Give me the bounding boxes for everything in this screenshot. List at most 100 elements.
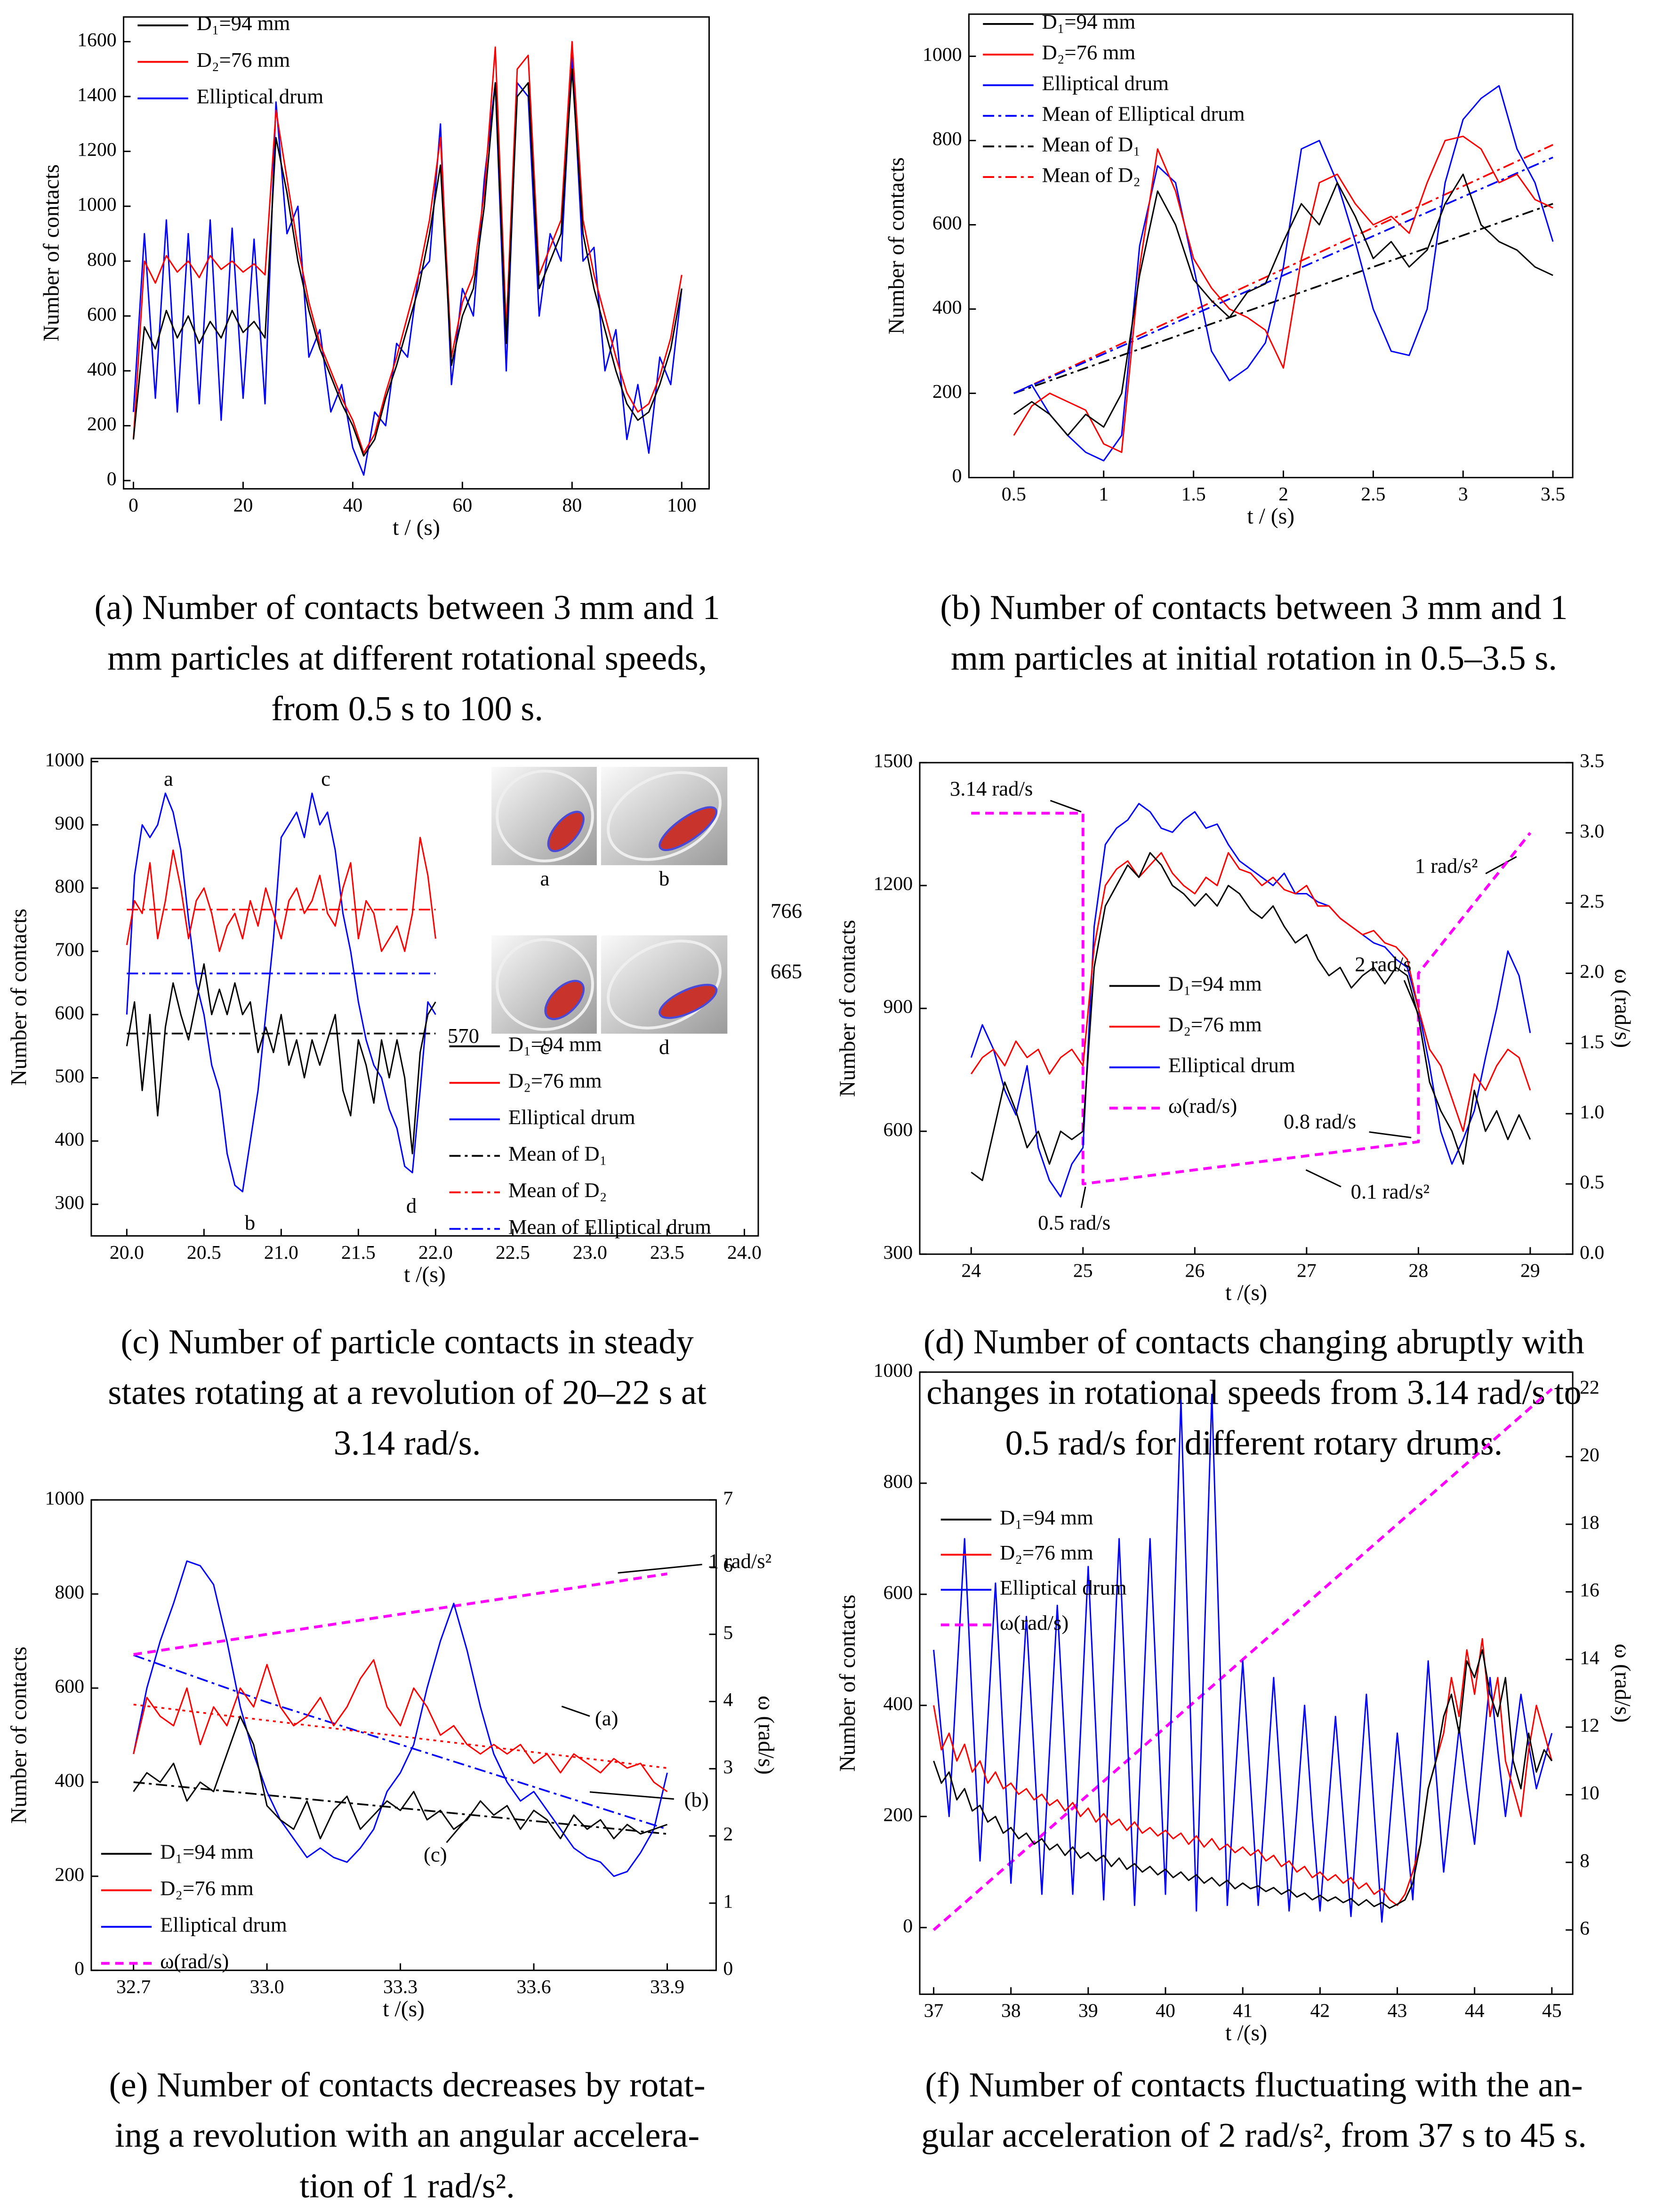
x-tick-label: 43: [1388, 2000, 1407, 2022]
legend-label: Elliptical drum: [1168, 1054, 1295, 1077]
y-tick-label: 1400: [77, 84, 117, 106]
y2-tick-label: 3.0: [1580, 820, 1604, 842]
plot-lines: [133, 1560, 668, 1877]
y-tick-label: 800: [87, 249, 117, 270]
y-tick-label: 1200: [874, 873, 913, 895]
y2-tick-label: 2: [723, 1824, 733, 1845]
legend-label: D₂=76 mm: [508, 1069, 602, 1093]
legend-label: Mean of D₂: [1042, 163, 1141, 186]
caption-line: tion of 1 rad/s².: [300, 2167, 515, 2205]
y-tick-label: 1000: [77, 194, 117, 216]
x-tick-label: 39: [1078, 2000, 1098, 2022]
plot-lines: [932, 1388, 1553, 1931]
legend-label: D₂=76 mm: [197, 48, 290, 72]
x-tick-label: 0: [129, 495, 138, 516]
x-tick-label: 38: [1001, 2000, 1021, 2022]
annotation: (a): [595, 1706, 619, 1730]
x-tick-label: 24.0: [727, 1242, 762, 1263]
y2-tick-label: 0: [723, 1958, 733, 1979]
caption-line: (d) Number of contacts changing abruptly…: [924, 1323, 1584, 1361]
annotation: 2 rad/s: [1355, 952, 1412, 976]
x-tick-label: 28: [1409, 1260, 1429, 1282]
series-line: [126, 963, 436, 1155]
legend-label: Elliptical drum: [1000, 1576, 1127, 1599]
plot-lines: [126, 792, 436, 1192]
series-line: [1013, 173, 1553, 436]
caption-line: gular acceleration of 2 rad/s², from 37 …: [921, 2116, 1587, 2155]
y2-axis-label: ω (rad/s): [1610, 969, 1635, 1048]
annotation: 3.14 rad/s: [950, 777, 1033, 800]
x-axis-label: t /(s): [1225, 2020, 1267, 2045]
y-tick-label: 0: [74, 1958, 84, 1979]
x-axis-label: t / (s): [393, 515, 440, 540]
y-tick-label: 400: [932, 297, 962, 318]
legend-label: Mean of D₂: [508, 1178, 607, 1202]
legend-label: D₂=76 mm: [1042, 40, 1136, 64]
x-tick-label: 40: [1156, 2000, 1175, 2022]
annotation: d: [406, 1194, 417, 1217]
legend-label: D₂=76 mm: [160, 1876, 254, 1900]
y-axis-label: Number of contacts: [835, 1594, 860, 1771]
caption-line: states rotating at a revolution of 20–22…: [108, 1374, 707, 1412]
y-tick-label: 1000: [45, 1488, 84, 1509]
plot-frame: [919, 1371, 1574, 1995]
y-tick-label: 200: [87, 413, 117, 435]
legend-label: Elliptical drum: [508, 1105, 635, 1129]
y-tick-label: 300: [55, 1192, 84, 1214]
legend-label: ω(rad/s): [160, 1949, 229, 1973]
y2-tick-label: 14: [1580, 1647, 1599, 1669]
x-tick-label: 26: [1185, 1260, 1205, 1282]
series-line: [971, 852, 1531, 1132]
caption-line: (a) Number of contacts between 3 mm and …: [95, 588, 720, 627]
caption-line: from 0.5 s to 100 s.: [271, 690, 543, 728]
legend-label: D₁=94 mm: [1000, 1505, 1093, 1529]
x-tick-label: 33.3: [383, 1976, 418, 1998]
y-axis-label: Number of contacts: [835, 920, 860, 1097]
y-tick-label: 600: [883, 1119, 913, 1141]
y2-tick-label: 6: [723, 1555, 733, 1577]
legend-label: D₁=94 mm: [1042, 10, 1136, 33]
inset-particles: [659, 806, 718, 852]
arrow: [1305, 1169, 1342, 1188]
y2-tick-label: 22: [1580, 1376, 1599, 1398]
y-tick-label: 500: [55, 1065, 84, 1087]
inset-drum: [607, 771, 722, 861]
series-line: [933, 1393, 1553, 1923]
y-tick-label: 200: [932, 381, 962, 402]
y-tick-label: 400: [87, 358, 117, 380]
plot-frame: [968, 13, 1574, 479]
caption-line: (c) Number of particle contacts in stead…: [121, 1323, 693, 1361]
arrow: [589, 1791, 675, 1800]
caption-line: 0.5 rad/s for different rotary drums.: [1005, 1424, 1503, 1463]
y2-tick-label: 1.5: [1580, 1031, 1604, 1053]
x-axis-label: t / (s): [1247, 504, 1294, 529]
arrow: [561, 1705, 590, 1717]
y-tick-label: 800: [55, 876, 84, 897]
legend-label: Mean of D₁: [1042, 132, 1141, 156]
y2-tick-label: 2.5: [1580, 891, 1604, 912]
legend-label: Elliptical drum: [1042, 71, 1169, 95]
x-tick-label: 29: [1520, 1260, 1540, 1282]
x-tick-label: 3: [1458, 483, 1468, 505]
x-tick-label: 21.0: [264, 1242, 298, 1263]
inset-label: d: [659, 1035, 669, 1059]
x-tick-label: 2.5: [1361, 483, 1385, 505]
caption-line: (b) Number of contacts between 3 mm and …: [940, 588, 1567, 627]
inset-label: a: [540, 867, 550, 890]
x-tick-label: 23.5: [650, 1242, 684, 1263]
caption-line: changes in rotational speeds from 3.14 r…: [926, 1374, 1582, 1412]
series-line: [1013, 85, 1554, 462]
y2-tick-label: 2.0: [1580, 961, 1604, 982]
series-line: [133, 68, 683, 457]
y-tick-label: 900: [883, 996, 913, 1018]
inset-label: b: [659, 867, 669, 890]
inset-drum: [607, 940, 722, 1030]
y-tick-label: 200: [55, 1864, 84, 1885]
x-tick-label: 0.5: [1002, 483, 1026, 505]
x-tick-label: 33.6: [517, 1976, 551, 1998]
x-tick-label: 21.5: [341, 1242, 376, 1263]
legend-label: D₁=94 mm: [1168, 972, 1262, 996]
y2-tick-label: 1.0: [1580, 1101, 1604, 1123]
legend-label: Mean of Elliptical drum: [1042, 102, 1245, 125]
